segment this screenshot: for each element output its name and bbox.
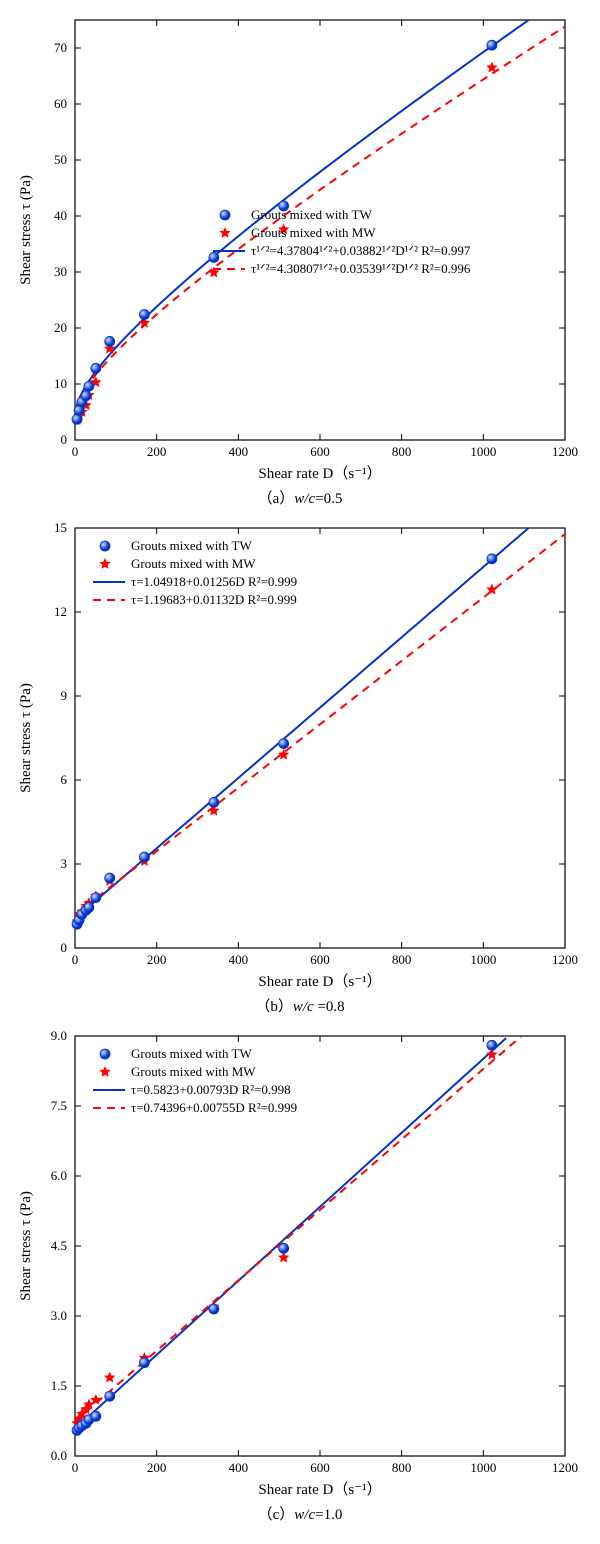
svg-text:Shear rate D（s⁻¹）: Shear rate D（s⁻¹） [258, 1481, 381, 1498]
svg-text:Shear rate D（s⁻¹）: Shear rate D（s⁻¹） [258, 465, 381, 482]
svg-text:Shear stress τ (Pa): Shear stress τ (Pa) [18, 1191, 34, 1301]
svg-text:15: 15 [54, 520, 67, 535]
svg-text:Grouts mixed with TW: Grouts mixed with TW [251, 207, 372, 222]
svg-text:600: 600 [310, 1460, 330, 1475]
caption-a: （a）w/c=0.5 [10, 487, 590, 508]
svg-text:0: 0 [61, 432, 68, 447]
svg-text:200: 200 [147, 1460, 167, 1475]
svg-text:Grouts mixed with TW: Grouts mixed with TW [131, 1046, 252, 1061]
svg-text:1.5: 1.5 [51, 1378, 67, 1393]
svg-text:τ¹ᐟ²=4.30807¹ᐟ²+0.03539¹ᐟ²D¹ᐟ²: τ¹ᐟ²=4.30807¹ᐟ²+0.03539¹ᐟ²D¹ᐟ² R²=0.996 [251, 261, 471, 276]
svg-text:600: 600 [310, 444, 330, 459]
svg-text:1000: 1000 [470, 952, 496, 967]
svg-text:0.0: 0.0 [51, 1448, 67, 1463]
chart-a: 0 200 400 600 800 1000 1200 0 10 20 30 40 50 60 70 Shea… [10, 10, 590, 508]
svg-text:9.0: 9.0 [51, 1028, 67, 1043]
svg-text:800: 800 [392, 444, 412, 459]
svg-text:1200: 1200 [552, 952, 578, 967]
svg-text:50: 50 [54, 152, 67, 167]
svg-text:τ=0.5823+0.00793D R²=0.998: τ=0.5823+0.00793D R²=0.998 [131, 1082, 291, 1097]
svg-text:6: 6 [61, 772, 68, 787]
svg-text:400: 400 [229, 444, 249, 459]
svg-text:4.5: 4.5 [51, 1238, 67, 1253]
svg-text:τ=1.19683+0.01132D R²=0.999: τ=1.19683+0.01132D R²=0.999 [131, 592, 297, 607]
svg-text:0: 0 [72, 1460, 79, 1475]
svg-text:40: 40 [54, 208, 67, 223]
chart-b: 0 200 400 600 800 1000 1200 0 3 6 9 12 15 Shear rate … [10, 518, 590, 1016]
svg-text:Grouts mixed with TW: Grouts mixed with TW [131, 538, 252, 553]
svg-text:0: 0 [72, 444, 79, 459]
svg-text:1000: 1000 [470, 444, 496, 459]
svg-text:3.0: 3.0 [51, 1308, 67, 1323]
svg-text:10: 10 [54, 376, 67, 391]
svg-text:τ=1.04918+0.01256D R²=0.999: τ=1.04918+0.01256D R²=0.999 [131, 574, 297, 589]
svg-text:9: 9 [61, 688, 68, 703]
svg-text:Grouts mixed with MW: Grouts mixed with MW [131, 556, 256, 571]
caption-c: （c）w/c=1.0 [10, 1503, 590, 1524]
svg-text:60: 60 [54, 96, 67, 111]
svg-text:Grouts mixed with MW: Grouts mixed with MW [131, 1064, 256, 1079]
svg-text:400: 400 [229, 1460, 249, 1475]
svg-text:τ¹ᐟ²=4.37804¹ᐟ²+0.03882¹ᐟ²D¹ᐟ²: τ¹ᐟ²=4.37804¹ᐟ²+0.03882¹ᐟ²D¹ᐟ² R²=0.997 [251, 243, 471, 258]
svg-text:600: 600 [310, 952, 330, 967]
svg-text:800: 800 [392, 952, 412, 967]
svg-text:12: 12 [54, 604, 67, 619]
svg-text:1200: 1200 [552, 1460, 578, 1475]
svg-text:800: 800 [392, 1460, 412, 1475]
svg-text:6.0: 6.0 [51, 1168, 67, 1183]
svg-text:20: 20 [54, 320, 67, 335]
svg-text:70: 70 [54, 40, 67, 55]
svg-text:1200: 1200 [552, 444, 578, 459]
caption-b: （b）w/c =0.8 [10, 995, 590, 1016]
svg-text:Shear rate D（s⁻¹）: Shear rate D（s⁻¹） [258, 973, 381, 990]
svg-text:30: 30 [54, 264, 67, 279]
svg-text:400: 400 [229, 952, 249, 967]
svg-text:3: 3 [61, 856, 68, 871]
svg-text:Shear stress τ (Pa): Shear stress τ (Pa) [18, 175, 34, 285]
svg-text:0: 0 [72, 952, 79, 967]
svg-text:1000: 1000 [470, 1460, 496, 1475]
svg-text:200: 200 [147, 444, 167, 459]
svg-text:0: 0 [61, 940, 68, 955]
svg-text:200: 200 [147, 952, 167, 967]
svg-text:7.5: 7.5 [51, 1098, 67, 1113]
svg-text:Grouts mixed with MW: Grouts mixed with MW [251, 225, 376, 240]
svg-text:τ=0.74396+0.00755D R²=0.999: τ=0.74396+0.00755D R²=0.999 [131, 1100, 297, 1115]
svg-text:Shear stress τ (Pa): Shear stress τ (Pa) [18, 683, 34, 793]
chart-c: 0 200 400 600 800 1000 1200 0.0 1.5 3.0 4.5 6.0 7.5 9… [10, 1026, 590, 1524]
